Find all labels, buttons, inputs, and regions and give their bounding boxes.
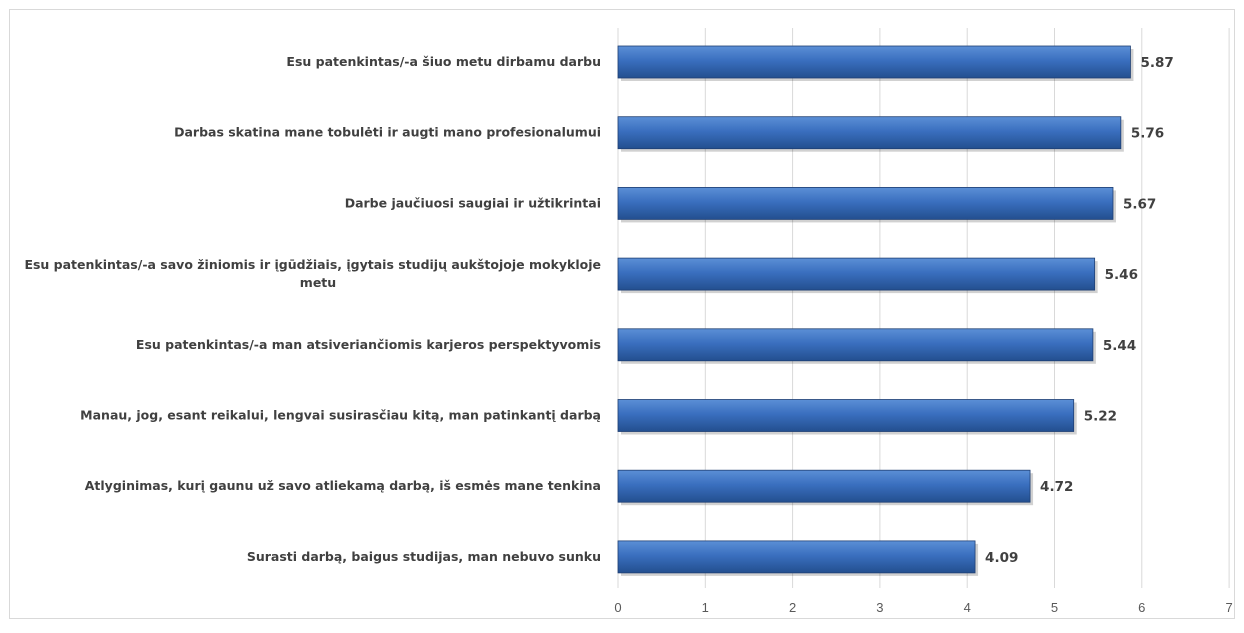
category-label-line: Esu patenkintas/-a savo žiniomis ir įgūd… — [24, 257, 601, 272]
chart-frame — [9, 9, 1235, 619]
category-label-line: Darbe jaučiuosi saugiai ir užtikrintai — [345, 195, 601, 210]
data-label: 5.76 — [1131, 126, 1164, 142]
category-label: Surasti darbą, baigus studijas, man nebu… — [247, 549, 601, 564]
bar — [617, 257, 1096, 291]
category-label: Esu patenkintas/-a savo žiniomis ir įgūd… — [24, 257, 601, 290]
category-label: Darbe jaučiuosi saugiai ir užtikrintai — [345, 195, 601, 210]
bars — [617, 45, 1134, 576]
bar — [617, 469, 1031, 503]
data-label: 4.09 — [985, 550, 1018, 566]
category-label: Manau, jog, esant reikalui, lengvai susi… — [80, 408, 601, 423]
category-label-line: Atlyginimas, kurį gaunu už savo atliekam… — [85, 478, 601, 493]
data-label: 5.87 — [1140, 55, 1173, 71]
bar — [617, 186, 1114, 220]
x-tick-label: 6 — [1138, 600, 1145, 615]
x-tick-label: 1 — [702, 600, 709, 615]
x-tick-label: 3 — [876, 600, 883, 615]
x-tick-label: 2 — [789, 600, 796, 615]
data-label: 4.72 — [1040, 479, 1073, 495]
category-label-line: Darbas skatina mane tobulėti ir augti ma… — [174, 125, 601, 140]
data-label: 5.44 — [1103, 338, 1136, 354]
category-label-line: Esu patenkintas/-a man atsiveriančiomis … — [136, 337, 601, 352]
x-tick-label: 4 — [964, 600, 971, 615]
x-tick-label: 0 — [614, 600, 621, 615]
x-tick-label: 7 — [1225, 600, 1232, 615]
x-axis-ticks: 0 1 2 3 4 5 6 7 — [614, 600, 1232, 615]
bar — [617, 399, 1075, 432]
category-label-line: Esu patenkintas/-a šiuo metu dirbamu dar… — [286, 54, 601, 69]
category-label: Esu patenkintas/-a šiuo metu dirbamu dar… — [286, 54, 601, 69]
category-label: Atlyginimas, kurį gaunu už savo atliekam… — [85, 478, 601, 493]
category-label-line: metu — [300, 275, 336, 290]
category-labels: Esu patenkintas/-a šiuo metu dirbamu dar… — [24, 54, 601, 564]
category-label: Darbas skatina mane tobulėti ir augti ma… — [174, 125, 601, 140]
bar — [617, 328, 1094, 362]
x-tick-label: 5 — [1051, 600, 1058, 615]
category-label-line: Surasti darbą, baigus studijas, man nebu… — [247, 549, 601, 564]
category-label-line: Manau, jog, esant reikalui, lengvai susi… — [80, 408, 601, 423]
data-label: 5.46 — [1105, 267, 1138, 283]
category-label: Esu patenkintas/-a man atsiveriančiomis … — [136, 337, 601, 352]
bar — [617, 540, 976, 574]
data-label: 5.67 — [1123, 196, 1156, 212]
bar — [617, 45, 1131, 79]
bar — [617, 116, 1122, 150]
data-label: 5.22 — [1084, 409, 1117, 425]
value-labels: 5.87 5.76 5.67 5.46 5.44 5.22 4.72 4.09 — [985, 55, 1174, 566]
